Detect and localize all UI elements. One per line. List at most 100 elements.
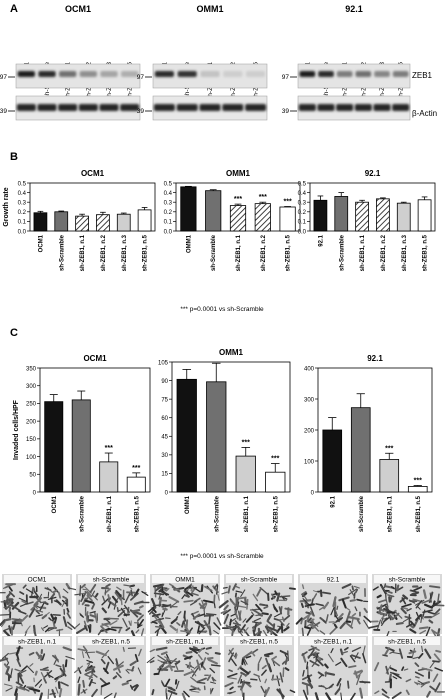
bar bbox=[137, 209, 152, 232]
cell-mark bbox=[305, 611, 311, 615]
cell-mark bbox=[138, 624, 143, 628]
cell-mark bbox=[86, 590, 90, 597]
cell-mark bbox=[245, 655, 252, 659]
significance-marker: *** bbox=[242, 439, 250, 446]
cell-mark bbox=[402, 594, 409, 600]
cell-mark bbox=[424, 648, 432, 659]
chart-title: 92.1 bbox=[367, 354, 383, 363]
cell-mark bbox=[241, 658, 244, 666]
micrograph-label-bg bbox=[4, 637, 70, 645]
cell-mark bbox=[8, 586, 13, 592]
cell-mark bbox=[243, 658, 248, 665]
cell-mark bbox=[330, 606, 335, 616]
cell-mark bbox=[261, 669, 267, 676]
ladder-39-label: 39 bbox=[0, 108, 7, 115]
chart-title: OCM1 bbox=[83, 354, 107, 363]
cell-mark bbox=[309, 606, 315, 617]
cell-mark bbox=[378, 599, 387, 604]
bar bbox=[205, 190, 222, 232]
cell-mark bbox=[140, 628, 145, 636]
cell-mark bbox=[116, 586, 122, 591]
y-tick-label: 350 bbox=[26, 366, 37, 372]
cell-mark bbox=[403, 668, 409, 671]
cell-mark bbox=[177, 611, 182, 616]
cell-mark bbox=[306, 615, 310, 622]
cell-mark bbox=[414, 671, 424, 677]
cell-mark bbox=[237, 674, 243, 684]
cell-mark bbox=[6, 598, 14, 606]
cell-mark bbox=[228, 649, 234, 657]
cell-mark bbox=[251, 608, 262, 616]
cell-mark bbox=[151, 621, 158, 625]
bar-chart: OMM1 0 15 30 45 60 75 90 105 OMM1 sh-Scramble *** sh… bbox=[158, 348, 291, 532]
cell-mark bbox=[312, 593, 318, 600]
cell-mark bbox=[19, 591, 25, 595]
cell-mark bbox=[213, 630, 220, 635]
significance-marker: *** bbox=[132, 465, 140, 472]
zeb1-band bbox=[355, 71, 372, 77]
cell-mark bbox=[25, 588, 34, 594]
cell-mark bbox=[400, 607, 407, 615]
cell-mark bbox=[158, 660, 168, 669]
cell-mark bbox=[428, 619, 434, 624]
cell-mark bbox=[190, 585, 194, 592]
cell-mark bbox=[359, 687, 364, 699]
cell-mark bbox=[188, 661, 191, 669]
cell-mark bbox=[264, 625, 270, 632]
cell-mark bbox=[112, 675, 118, 680]
cell-mark bbox=[101, 623, 109, 628]
cell-mark bbox=[43, 677, 47, 684]
cell-mark bbox=[8, 625, 13, 635]
cell-mark bbox=[118, 628, 122, 634]
cell-mark bbox=[300, 602, 304, 609]
bar bbox=[265, 471, 286, 493]
y-tick-label: 150 bbox=[26, 437, 37, 443]
cell-mark bbox=[421, 599, 432, 604]
cell-mark bbox=[39, 602, 45, 612]
cell-mark bbox=[376, 594, 382, 599]
cell-mark bbox=[412, 598, 422, 602]
cell-mark bbox=[415, 600, 423, 609]
zeb1-band bbox=[120, 71, 139, 77]
cell-mark bbox=[131, 683, 139, 689]
cell-mark bbox=[391, 691, 402, 699]
cell-mark bbox=[82, 679, 86, 688]
cell-mark bbox=[382, 654, 388, 657]
cell-mark bbox=[237, 665, 242, 671]
cell-mark bbox=[259, 603, 266, 607]
cell-mark bbox=[411, 591, 420, 596]
y-tick-label: 0.5 bbox=[298, 181, 307, 187]
bar-chart: OCM1 0 50 100 150 200 250 300 350 Invaded cells/H… bbox=[13, 354, 151, 532]
bar bbox=[235, 455, 256, 493]
cell-mark bbox=[183, 599, 194, 603]
cell-mark bbox=[152, 583, 164, 588]
cell-mark bbox=[325, 692, 332, 700]
x-tick-label: sh-ZEB1, n.2 bbox=[101, 234, 107, 271]
y-tick-label: 30 bbox=[161, 453, 168, 459]
bar bbox=[99, 461, 119, 493]
cell-mark bbox=[153, 592, 165, 596]
actin-band bbox=[298, 104, 316, 111]
cell-mark bbox=[237, 625, 240, 633]
cell-mark bbox=[429, 660, 436, 669]
cell-mark bbox=[174, 588, 179, 591]
cell-mark bbox=[256, 587, 262, 597]
cell-mark bbox=[241, 688, 244, 697]
cell-mark bbox=[233, 652, 237, 658]
cell-mark bbox=[200, 661, 204, 667]
cell-mark bbox=[302, 612, 312, 621]
zeb1-label: ZEB1 bbox=[412, 71, 433, 80]
micrograph-label-bg bbox=[300, 637, 366, 645]
cell-mark bbox=[181, 692, 187, 700]
micrograph-label: OMM1 bbox=[175, 577, 195, 584]
x-tick-label: sh-ZEB1, n.3 bbox=[122, 234, 128, 271]
cell-mark bbox=[28, 651, 35, 656]
cell-mark bbox=[5, 687, 13, 692]
cell-mark bbox=[34, 670, 38, 676]
cell-mark bbox=[392, 676, 398, 680]
cell-mark bbox=[391, 612, 400, 621]
micrograph bbox=[372, 574, 442, 634]
cell-mark bbox=[60, 681, 69, 687]
y-tick-label: 0.2 bbox=[164, 210, 173, 216]
actin-band bbox=[354, 104, 372, 111]
